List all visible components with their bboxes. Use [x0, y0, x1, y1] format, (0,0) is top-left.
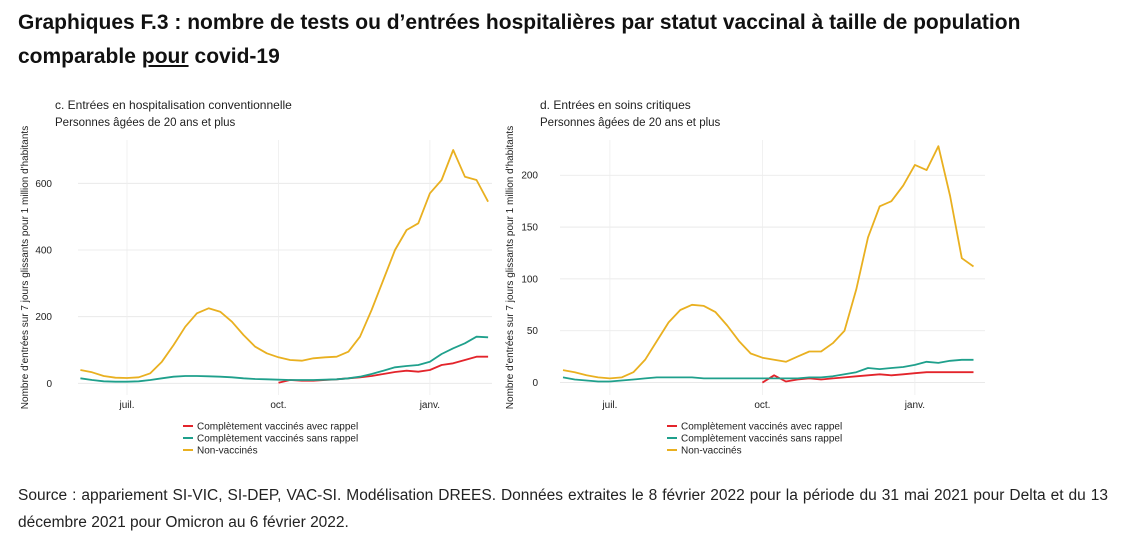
data-line: [761, 371, 974, 384]
x-tick-label: oct.: [754, 400, 770, 411]
source-note: Source : appariement SI-VIC, SI-DEP, VAC…: [18, 487, 1108, 531]
x-tick-label: janv.: [904, 400, 925, 411]
y-axis-label: Nombre d'entrées sur 7 jours glissants p…: [505, 126, 516, 409]
data-line: [562, 358, 974, 383]
data-line: [562, 145, 975, 380]
legend-label: Non-vaccinés: [197, 446, 258, 457]
y-tick-label: 200: [521, 171, 538, 182]
legend-label: Complètement vaccinés avec rappel: [197, 422, 358, 433]
x-tick-label: oct.: [270, 400, 286, 411]
y-tick-label: 0: [46, 379, 52, 390]
x-tick-label: janv.: [419, 400, 440, 411]
y-tick-label: 200: [35, 312, 52, 323]
y-axis-label: Nombre d'entrées sur 7 jours glissants p…: [20, 126, 31, 409]
data-line: [80, 335, 489, 383]
charts: c. Entrées en hospitalisation convention…: [20, 98, 985, 457]
title-underlined: pour: [141, 45, 189, 68]
data-line: [278, 355, 489, 384]
y-tick-label: 150: [521, 223, 538, 234]
y-tick-label: 50: [527, 326, 539, 337]
legend-label: Complètement vaccinés avec rappel: [681, 422, 842, 433]
legend-label: Complètement vaccinés sans rappel: [681, 434, 842, 445]
x-tick-label: juil.: [118, 400, 134, 411]
y-tick-label: 600: [35, 179, 52, 190]
data-line: [80, 149, 489, 379]
chart-subtitle: Personnes âgées de 20 ans et plus: [55, 117, 236, 129]
legend-label: Complètement vaccinés sans rappel: [197, 434, 358, 445]
y-tick-label: 100: [521, 274, 538, 285]
chart-subtitle: Personnes âgées de 20 ans et plus: [540, 117, 721, 129]
chart-title: d. Entrées en soins critiques: [540, 98, 691, 112]
y-tick-label: 400: [35, 246, 52, 257]
title-text: Graphiques F.3 : nombre de tests ou d’en…: [18, 11, 1021, 68]
legend-label: Non-vaccinés: [681, 446, 742, 457]
title-text: covid-19: [194, 45, 280, 68]
y-tick-label: 0: [532, 378, 538, 389]
heading: Graphiques F.3 : nombre de tests ou d’en…: [18, 6, 1113, 74]
x-tick-label: juil.: [601, 400, 617, 411]
chart-title: c. Entrées en hospitalisation convention…: [55, 98, 292, 112]
